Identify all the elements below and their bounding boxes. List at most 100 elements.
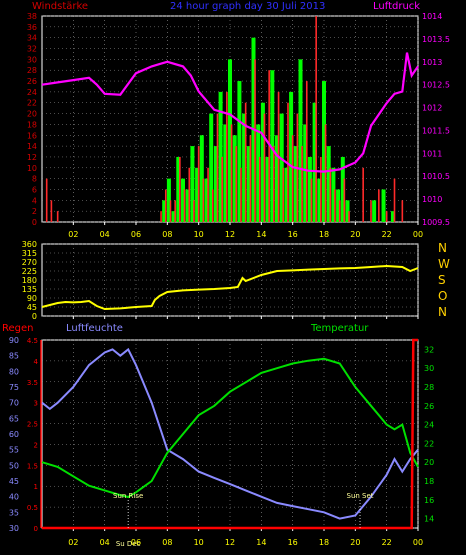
gust-bar bbox=[289, 91, 294, 222]
humidity-tick-label: 30 bbox=[9, 524, 19, 533]
rain-tick-label: 1.5 bbox=[27, 462, 38, 470]
rain-tick-label: 0.5 bbox=[27, 504, 38, 512]
wind-bar bbox=[378, 189, 380, 222]
p1-xtick-label: 02 bbox=[68, 230, 78, 239]
humidity-tick-label: 50 bbox=[9, 461, 19, 470]
p1-left-tick-label: 4 bbox=[32, 196, 37, 205]
gust-bar bbox=[181, 178, 185, 222]
p3-xtick-label: 08 bbox=[162, 538, 172, 547]
p1-xtick-label: 14 bbox=[256, 230, 266, 239]
sun-dec-label: Su Dec bbox=[116, 540, 141, 548]
temperature-tick-label: 20 bbox=[424, 458, 434, 467]
p1-right-tick-label: 1010 bbox=[422, 195, 442, 204]
p1-xtick-label: 08 bbox=[162, 230, 172, 239]
gust-bar bbox=[256, 124, 261, 222]
p1-xtick-label: 22 bbox=[382, 230, 392, 239]
wind-bar bbox=[174, 200, 176, 222]
wind-bar bbox=[221, 156, 223, 222]
wind-bar bbox=[188, 167, 191, 222]
p3-xtick-label: 16 bbox=[288, 538, 298, 547]
compass-letter: W bbox=[438, 257, 450, 271]
gust-bar bbox=[279, 113, 284, 222]
gust-bar bbox=[331, 167, 336, 222]
gust-bar bbox=[166, 178, 171, 222]
p1-left-tick-label: 14 bbox=[27, 142, 37, 151]
wind-bar bbox=[207, 167, 209, 222]
sunset-label: Sun Set bbox=[347, 492, 374, 500]
p1-right-tick-label: 1011 bbox=[422, 149, 442, 158]
rain-tick-label: 1 bbox=[34, 483, 38, 491]
p3-xtick-label: 10 bbox=[194, 538, 204, 547]
gust-bar bbox=[336, 189, 341, 222]
p1-left-tick-label: 10 bbox=[27, 164, 37, 173]
p2-tick-label: 360 bbox=[22, 240, 37, 249]
wind-bar bbox=[329, 167, 332, 222]
gust-bar bbox=[246, 146, 251, 222]
wind-bar bbox=[56, 211, 59, 222]
p1-xtick-label: 16 bbox=[288, 230, 298, 239]
wind-bar bbox=[343, 178, 346, 222]
p1-left-tick-label: 12 bbox=[27, 153, 37, 162]
rain-tick-label: 4 bbox=[34, 358, 39, 366]
p1-left-tick-label: 30 bbox=[27, 55, 37, 64]
p3-xtick-label: 02 bbox=[68, 538, 78, 547]
gust-bar bbox=[322, 81, 326, 222]
humidity-tick-label: 35 bbox=[9, 508, 19, 517]
p1-left-tick-label: 38 bbox=[27, 12, 37, 21]
gust-bar bbox=[185, 189, 190, 222]
temperature-tick-label: 28 bbox=[424, 383, 434, 392]
gust-bar bbox=[260, 102, 265, 222]
humidity-tick-label: 45 bbox=[9, 477, 19, 486]
p1-left-tick-label: 0 bbox=[32, 218, 37, 227]
wind-bar bbox=[324, 124, 327, 222]
wind-bar bbox=[169, 200, 172, 222]
p3-xtick-label: 14 bbox=[256, 538, 266, 547]
p1-left-tick-label: 24 bbox=[27, 88, 37, 97]
p2-tick-label: 45 bbox=[27, 303, 37, 312]
gust-bar bbox=[162, 200, 167, 222]
wind-bar bbox=[249, 135, 252, 222]
gust-bar bbox=[293, 146, 298, 222]
wind-bar bbox=[362, 167, 364, 222]
temperature-tick-label: 26 bbox=[424, 402, 434, 411]
humidity-temperature-chart: 30 35 40 45 50 55 60 65 70 75 80 85 90 0 0.5 1 1.5 2 2.5 3 3… bbox=[9, 336, 434, 548]
pressure-axis-title: Luftdruck bbox=[373, 1, 420, 12]
wind-bar bbox=[50, 200, 53, 222]
gust-bar bbox=[190, 146, 195, 222]
wind-bar bbox=[45, 178, 48, 222]
temperature-tick-label: 24 bbox=[424, 421, 434, 430]
wind-bar bbox=[273, 146, 275, 222]
wind-bar bbox=[334, 189, 336, 222]
p2-tick-label: 135 bbox=[22, 285, 37, 294]
p1-left-tick-label: 2 bbox=[32, 207, 37, 216]
humidity-tick-label: 40 bbox=[9, 493, 19, 502]
humidity-tick-label: 55 bbox=[9, 446, 19, 455]
wind-bar bbox=[211, 189, 214, 222]
gust-bar bbox=[317, 178, 322, 222]
pressure-line bbox=[41, 52, 419, 173]
p1-left-tick-label: 36 bbox=[27, 23, 37, 32]
p3-xtick-label: 00 bbox=[413, 538, 423, 547]
wind-direction-line bbox=[41, 264, 419, 311]
gust-bar bbox=[345, 200, 350, 222]
p1-right-tick-label: 1009.5 bbox=[422, 218, 450, 227]
wind-axis-title: Windstärke bbox=[32, 1, 88, 12]
gust-bar bbox=[199, 135, 204, 222]
humidity-axis-title: Luftfeuchte bbox=[66, 323, 123, 334]
wind-bar bbox=[320, 156, 322, 222]
temperature-tick-label: 14 bbox=[424, 515, 434, 524]
wind-bar bbox=[385, 211, 388, 222]
rain-tick-label: 2.5 bbox=[27, 421, 38, 429]
compass-letter: S bbox=[438, 273, 446, 287]
p1-right-tick-label: 1011.5 bbox=[422, 126, 450, 135]
p3-xtick-label: 20 bbox=[350, 538, 360, 547]
p1-xtick-label: 12 bbox=[225, 230, 235, 239]
gust-bar bbox=[204, 178, 209, 222]
p1-left-tick-label: 22 bbox=[27, 99, 37, 108]
p1-right-tick-label: 1010.5 bbox=[422, 172, 450, 181]
rain-tick-label: 3 bbox=[34, 400, 38, 408]
rain-axis-title: Regen bbox=[2, 323, 34, 334]
gust-bar bbox=[312, 102, 317, 222]
